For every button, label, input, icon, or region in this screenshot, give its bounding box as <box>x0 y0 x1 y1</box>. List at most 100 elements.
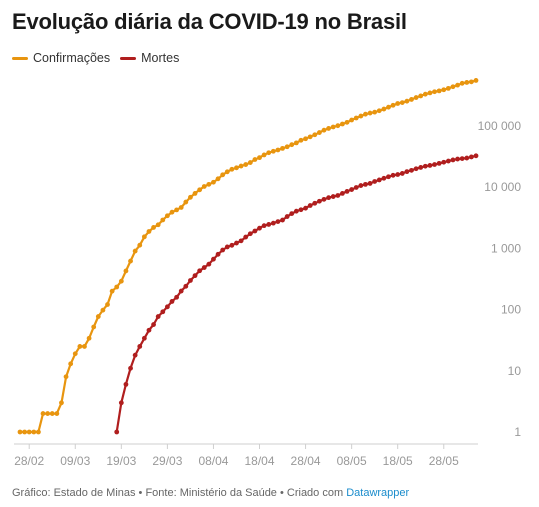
data-point-mortes <box>464 155 470 161</box>
data-point-mortes <box>367 181 373 186</box>
data-point-confirmacoes <box>178 205 184 210</box>
data-point-confirmacoes <box>335 123 341 129</box>
data-point-confirmacoes <box>146 229 152 234</box>
data-point-mortes <box>178 288 184 294</box>
data-point-confirmacoes <box>234 165 239 171</box>
y-tick-label: 10 000 <box>484 180 521 194</box>
data-point-mortes <box>192 273 198 279</box>
data-point-confirmacoes <box>132 248 138 254</box>
data-point-confirmacoes <box>293 140 299 146</box>
x-tick-label: 28/05 <box>429 454 459 468</box>
data-point-confirmacoes <box>436 88 442 94</box>
data-point-confirmacoes <box>372 109 378 115</box>
data-point-mortes <box>220 247 226 253</box>
data-point-mortes <box>312 200 318 206</box>
data-point-mortes <box>234 240 239 246</box>
data-point-confirmacoes <box>141 234 147 240</box>
data-point-mortes <box>353 185 359 190</box>
data-point-confirmacoes <box>224 169 230 175</box>
data-point-confirmacoes <box>188 194 193 200</box>
y-tick-label: 100 000 <box>478 119 522 133</box>
data-point-mortes <box>349 187 355 192</box>
y-tick-label: 1 000 <box>491 241 521 255</box>
data-point-mortes <box>123 381 129 387</box>
data-point-confirmacoes <box>68 361 74 367</box>
data-point-mortes <box>422 163 428 169</box>
data-point-mortes <box>229 242 235 248</box>
data-point-confirmacoes <box>238 163 244 169</box>
data-point-mortes <box>169 299 175 304</box>
data-point-mortes <box>155 314 161 319</box>
x-tick-label: 18/04 <box>244 454 274 468</box>
data-point-mortes <box>376 177 382 183</box>
data-point-confirmacoes <box>49 411 55 416</box>
data-point-confirmacoes <box>63 374 69 380</box>
x-tick-label: 28/04 <box>291 454 321 468</box>
data-point-confirmacoes <box>386 104 391 110</box>
data-point-confirmacoes <box>321 127 327 133</box>
data-point-mortes <box>137 344 143 349</box>
data-point-confirmacoes <box>344 119 350 125</box>
data-point-mortes <box>128 365 133 371</box>
data-point-confirmacoes <box>229 166 235 172</box>
data-point-mortes <box>280 217 285 223</box>
data-point-confirmacoes <box>72 351 78 357</box>
data-point-mortes <box>243 234 249 240</box>
data-point-confirmacoes <box>77 344 83 349</box>
series-line-confirmacoes <box>20 79 477 434</box>
data-point-confirmacoes <box>95 314 101 319</box>
data-point-confirmacoes <box>40 411 46 416</box>
data-point-confirmacoes <box>160 217 166 223</box>
datawrapper-link[interactable]: Datawrapper <box>346 487 410 499</box>
data-point-confirmacoes <box>316 130 322 135</box>
data-point-mortes <box>270 220 276 226</box>
data-point-confirmacoes <box>445 85 451 91</box>
data-point-mortes <box>330 194 336 199</box>
data-point-confirmacoes <box>109 288 115 294</box>
data-point-mortes <box>211 256 216 262</box>
data-point-mortes <box>441 159 447 165</box>
data-point-mortes <box>132 352 138 358</box>
legend: Confirmações Mortes <box>12 51 189 65</box>
data-point-confirmacoes <box>358 113 364 119</box>
data-point-confirmacoes <box>298 137 304 143</box>
data-point-mortes <box>399 171 405 176</box>
data-point-confirmacoes <box>128 258 133 264</box>
data-point-confirmacoes <box>252 157 258 162</box>
legend-item-mortes[interactable]: Mortes <box>120 51 179 65</box>
data-point-mortes <box>326 195 332 201</box>
data-point-mortes <box>188 278 193 283</box>
data-point-confirmacoes <box>353 115 359 121</box>
data-point-confirmacoes <box>468 79 474 85</box>
data-point-confirmacoes <box>275 147 281 153</box>
data-point-mortes <box>386 174 391 180</box>
data-point-confirmacoes <box>284 144 290 150</box>
data-point-mortes <box>164 304 170 310</box>
data-point-mortes <box>114 429 120 435</box>
data-point-confirmacoes <box>464 80 470 85</box>
y-tick-label: 10 <box>508 364 522 378</box>
x-tick-label: 09/03 <box>60 454 90 468</box>
legend-item-confirmacoes[interactable]: Confirmações <box>12 51 110 65</box>
data-point-mortes <box>395 172 401 177</box>
data-point-mortes <box>390 172 396 178</box>
x-tick-label: 08/05 <box>337 454 367 468</box>
y-tick-label: 100 <box>501 303 521 317</box>
data-point-confirmacoes <box>100 307 106 313</box>
data-point-confirmacoes <box>123 268 129 274</box>
data-point-confirmacoes <box>395 101 401 106</box>
series-line-mortes <box>115 154 477 433</box>
data-point-mortes <box>404 169 410 175</box>
data-point-confirmacoes <box>26 429 32 435</box>
data-point-confirmacoes <box>326 126 332 131</box>
data-point-confirmacoes <box>409 97 414 102</box>
data-point-mortes <box>418 165 424 170</box>
data-point-confirmacoes <box>270 148 276 154</box>
data-point-confirmacoes <box>312 132 318 138</box>
x-tick-label: 08/04 <box>198 454 228 468</box>
data-point-mortes <box>266 222 272 227</box>
data-point-mortes <box>468 154 474 160</box>
data-point-confirmacoes <box>376 108 382 114</box>
data-point-mortes <box>473 153 479 159</box>
data-point-mortes <box>344 189 350 194</box>
